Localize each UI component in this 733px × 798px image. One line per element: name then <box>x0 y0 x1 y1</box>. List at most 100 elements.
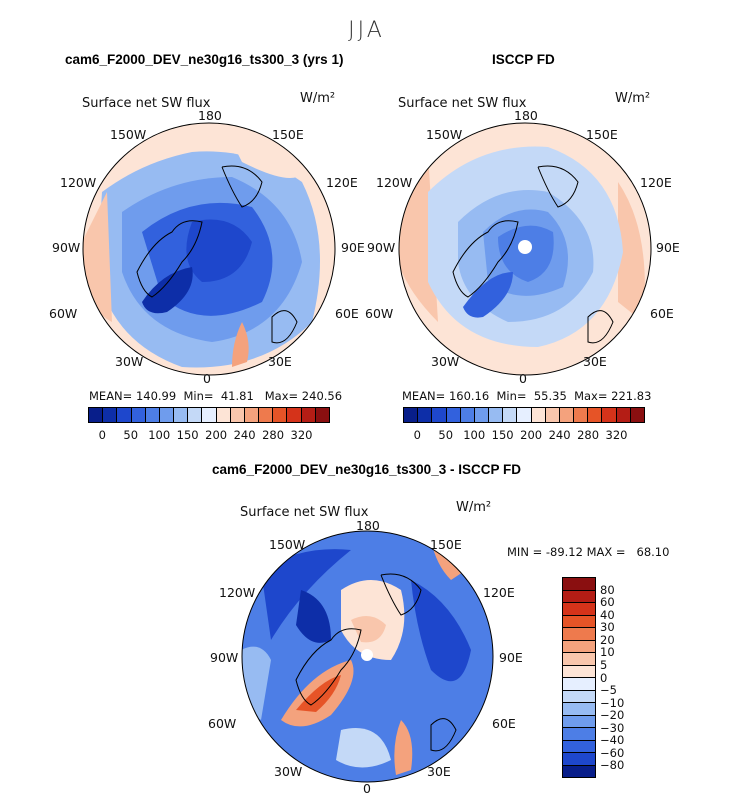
obs-lon-label-top: 180 <box>514 108 538 123</box>
colorbar-swatch <box>159 408 175 422</box>
model-lon-label-60e: 60E <box>335 306 359 321</box>
colorbar-tick-label: −5 <box>600 683 617 698</box>
colorbar-tick-label: −10 <box>600 695 625 710</box>
colorbar-tick-label: −40 <box>600 733 625 748</box>
colorbar-swatch <box>574 408 589 422</box>
colorbar-swatch <box>563 603 595 616</box>
diff-variable-label: Surface net SW flux <box>240 505 369 520</box>
colorbar-tick-label: 280 <box>577 428 600 442</box>
colorbar-swatch <box>230 408 245 422</box>
obs-colorbar <box>403 407 645 423</box>
colorbar-swatch <box>517 408 532 422</box>
model-lon-label-30w: 30W <box>115 354 144 369</box>
colorbar-swatch <box>259 408 274 422</box>
colorbar-tick-label: 100 <box>148 428 171 442</box>
colorbar-swatch <box>273 408 288 422</box>
colorbar-swatch <box>474 408 490 422</box>
colorbar-swatch <box>563 640 595 653</box>
colorbar-tick-label: 50 <box>438 428 454 442</box>
diff-colorbar <box>562 577 596 778</box>
model-lon-label-left: 90W <box>52 240 81 255</box>
colorbar-swatch <box>531 408 546 422</box>
colorbar-swatch <box>301 408 316 422</box>
diff-stats: MIN = -89.12 MAX = 68.10 <box>507 545 670 559</box>
colorbar-tick-label: −30 <box>600 720 625 735</box>
colorbar-tick-label: 240 <box>233 428 256 442</box>
obs-polar-map <box>398 122 652 376</box>
model-lon-label-30e: 30E <box>268 354 292 369</box>
obs-lon-label-120w: 120W <box>376 175 413 190</box>
colorbar-tick-label: 320 <box>605 428 628 442</box>
colorbar-swatch <box>287 408 302 422</box>
diff-units-label: W/m² <box>456 500 492 515</box>
diff-lon-label-right: 90E <box>499 650 523 665</box>
colorbar-swatch <box>446 408 461 422</box>
model-lon-label-bottom: 0 <box>203 371 211 386</box>
colorbar-swatch <box>563 615 595 628</box>
model-lon-label-150e: 150E <box>272 127 304 142</box>
colorbar-tick-label: 80 <box>600 582 615 597</box>
model-lon-label-right: 90E <box>341 240 365 255</box>
diff-lon-label-120w: 120W <box>219 585 256 600</box>
obs-lon-label-60e: 60E <box>650 306 674 321</box>
colorbar-swatch <box>563 703 595 716</box>
colorbar-tick-label: 30 <box>600 620 615 635</box>
diff-lon-label-150w: 150W <box>269 537 306 552</box>
colorbar-swatch <box>602 408 617 422</box>
colorbar-tick-label: 320 <box>290 428 313 442</box>
colorbar-swatch <box>563 578 595 591</box>
colorbar-swatch <box>563 715 595 728</box>
colorbar-swatch <box>503 408 518 422</box>
colorbar-swatch <box>244 408 260 422</box>
diff-lon-label-top: 180 <box>356 518 380 533</box>
diff-lon-label-60e: 60E <box>492 716 516 731</box>
colorbar-tick-label: 100 <box>463 428 486 442</box>
model-variable-label: Surface net SW flux <box>82 96 211 111</box>
colorbar-tick-label: 0 <box>413 428 421 442</box>
colorbar-swatch <box>418 408 433 422</box>
colorbar-tick-label: −80 <box>600 758 625 773</box>
model-colorbar <box>88 407 330 423</box>
colorbar-tick-label: 20 <box>600 632 615 647</box>
colorbar-swatch <box>315 408 329 422</box>
colorbar-tick-label: 0 <box>98 428 106 442</box>
colorbar-swatch <box>588 408 603 422</box>
colorbar-tick-label: 5 <box>600 657 608 672</box>
diff-panel-title: cam6_F2000_DEV_ne30g16_ts300_3 - ISCCP F… <box>212 462 521 477</box>
model-lon-label-120e: 120E <box>326 175 358 190</box>
model-colorbar-ticks: 0 50 100 150 200 240 280 320 <box>88 428 330 444</box>
obs-variable-label: Surface net SW flux <box>398 96 527 111</box>
colorbar-swatch <box>404 408 419 422</box>
colorbar-swatch <box>563 628 595 641</box>
obs-lon-label-60w: 60W <box>365 306 394 321</box>
model-units-label: W/m² <box>300 91 336 106</box>
obs-lon-label-150e: 150E <box>586 127 618 142</box>
colorbar-swatch <box>117 408 132 422</box>
model-lon-label-top: 180 <box>198 108 222 123</box>
diff-lon-label-150e: 150E <box>430 537 462 552</box>
colorbar-swatch <box>563 690 595 703</box>
colorbar-tick-label: 40 <box>600 607 615 622</box>
colorbar-tick-label: 280 <box>262 428 285 442</box>
colorbar-tick-label: 50 <box>123 428 139 442</box>
diff-lon-label-left: 90W <box>210 650 239 665</box>
colorbar-swatch <box>563 665 595 678</box>
model-stats: MEAN= 140.99 Min= 41.81 Max= 240.56 <box>89 389 343 403</box>
model-lon-label-60w: 60W <box>49 306 78 321</box>
diff-lon-label-bottom: 0 <box>363 781 371 796</box>
obs-colorbar-ticks: 0 50 100 150 200 240 280 320 <box>403 428 645 444</box>
colorbar-swatch <box>432 408 447 422</box>
obs-units-label: W/m² <box>615 91 651 106</box>
colorbar-tick-label: −60 <box>600 745 625 760</box>
obs-lon-label-120e: 120E <box>640 175 672 190</box>
colorbar-swatch <box>202 408 217 422</box>
obs-panel-title: ISCCP FD <box>492 52 555 67</box>
colorbar-swatch <box>545 408 560 422</box>
colorbar-swatch <box>616 408 631 422</box>
colorbar-swatch <box>563 740 595 753</box>
colorbar-swatch <box>89 408 104 422</box>
model-polar-map <box>82 122 336 376</box>
colorbar-swatch <box>131 408 146 422</box>
diff-lon-label-30e: 30E <box>427 764 451 779</box>
diff-lon-label-60w: 60W <box>208 716 237 731</box>
